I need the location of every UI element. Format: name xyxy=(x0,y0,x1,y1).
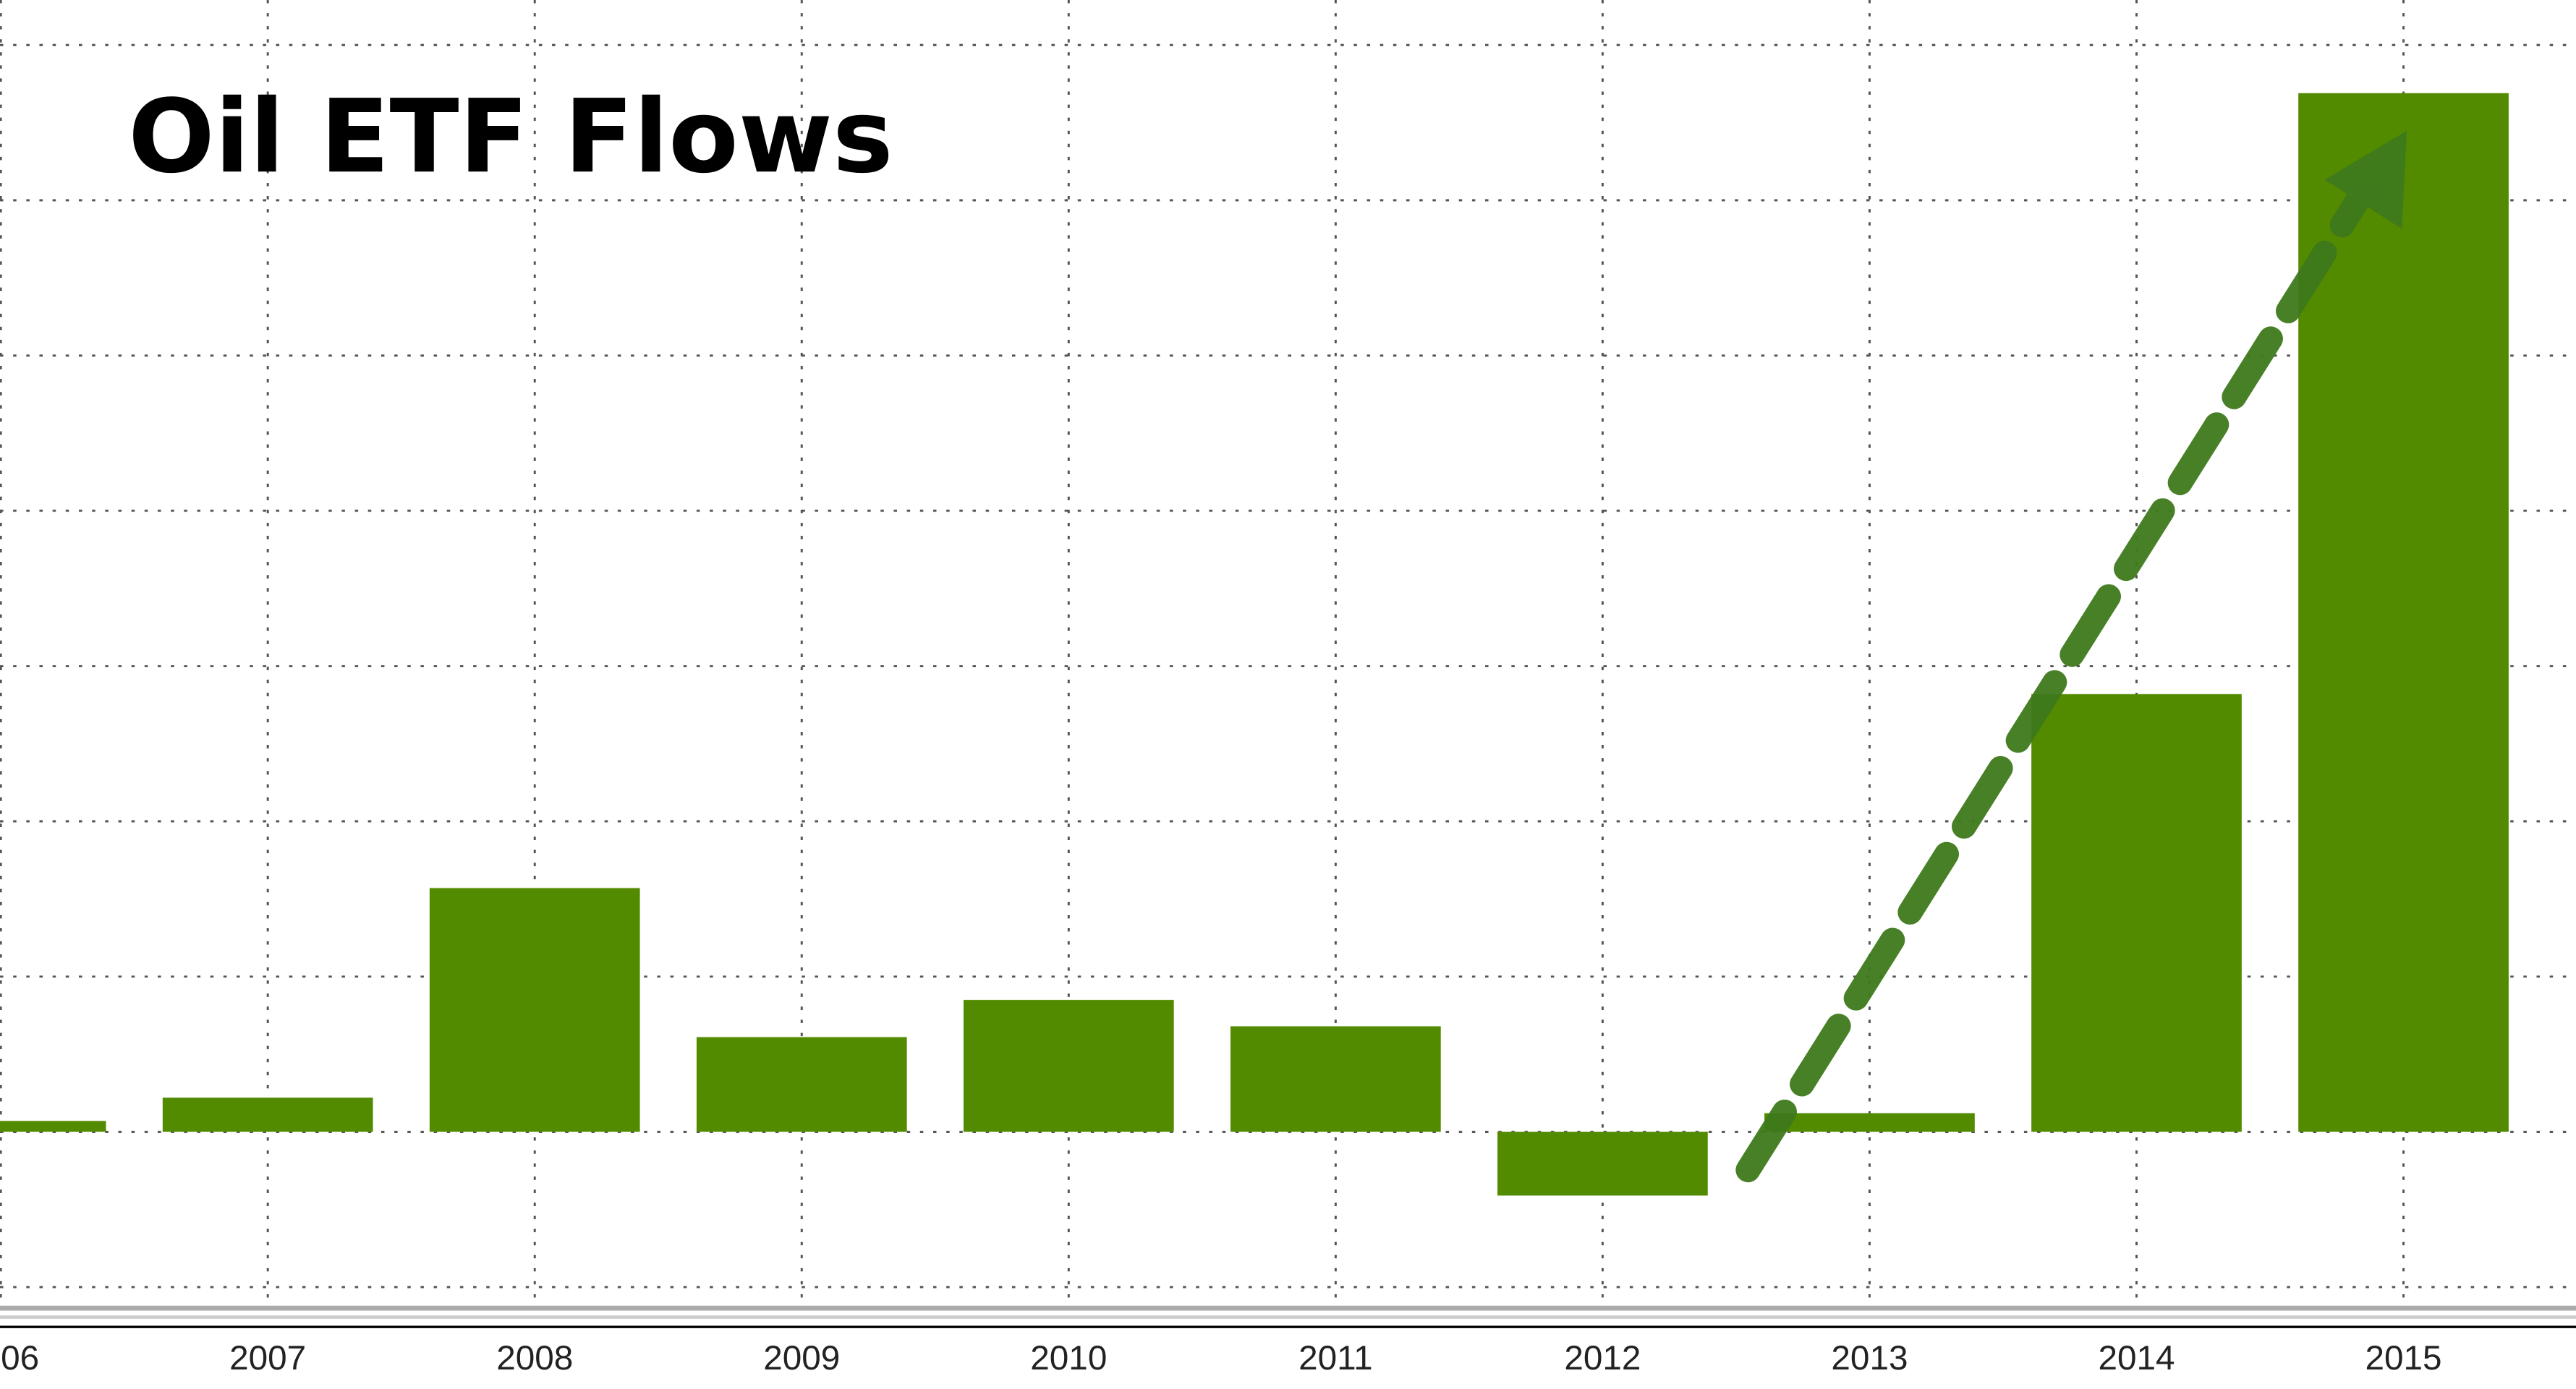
axis-band xyxy=(0,1315,2576,1319)
bar xyxy=(1497,1131,1708,1196)
bar xyxy=(963,1000,1174,1132)
bar xyxy=(696,1037,907,1132)
x-tick-label: 2012 xyxy=(1564,1339,1641,1377)
bar xyxy=(1764,1113,1975,1132)
x-tick-label: 2014 xyxy=(2098,1339,2175,1377)
x-tick-label: 2010 xyxy=(1030,1339,1107,1377)
bar xyxy=(1230,1026,1441,1132)
x-tick-label: 2007 xyxy=(229,1339,306,1377)
bar xyxy=(162,1097,373,1132)
arrow-head xyxy=(2324,130,2407,229)
bars xyxy=(0,93,2509,1196)
axis-band xyxy=(0,1305,2576,1311)
x-tick-label: 2013 xyxy=(1831,1339,1908,1377)
chart-title: Oil ETF Flows xyxy=(128,79,893,197)
x-tick-label: 2011 xyxy=(1298,1339,1373,1377)
bar xyxy=(2298,93,2509,1132)
trend-arrow xyxy=(1735,130,2407,1183)
bar xyxy=(2031,694,2242,1132)
x-tick-label: 2009 xyxy=(763,1339,840,1377)
bar xyxy=(429,888,640,1132)
x-tick-label: 2006 xyxy=(0,1339,39,1377)
x-tick-label: 2008 xyxy=(496,1339,573,1377)
x-tick-label: 2015 xyxy=(2365,1339,2442,1377)
bar xyxy=(0,1121,106,1132)
arrow-shaft xyxy=(1735,180,2375,1183)
